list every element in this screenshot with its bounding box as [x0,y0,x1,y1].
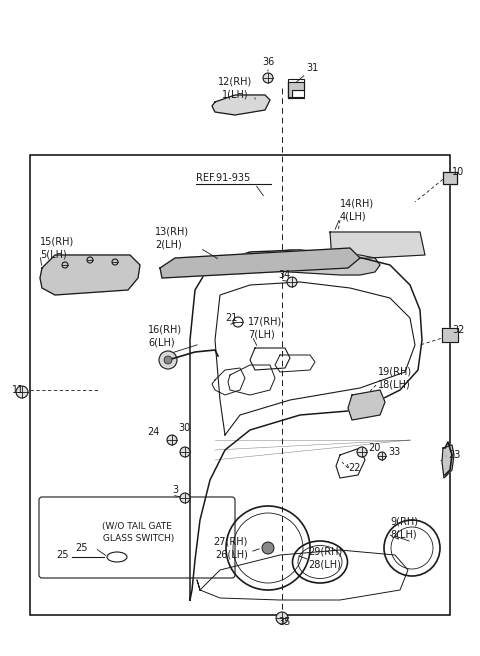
Text: 16(RH)
6(LH): 16(RH) 6(LH) [148,325,182,347]
Text: 27(RH)
26(LH): 27(RH) 26(LH) [214,537,248,559]
Circle shape [159,351,177,369]
Polygon shape [195,250,380,275]
Text: 21: 21 [225,313,238,323]
Polygon shape [330,232,425,260]
Circle shape [16,386,28,398]
Text: 10: 10 [452,167,464,177]
Bar [30,155,450,615]
Text: 32: 32 [452,325,464,335]
Text: 9(RH)
8(LH): 9(RH) 8(LH) [390,517,418,539]
Polygon shape [442,328,458,342]
Polygon shape [212,95,270,115]
Text: 13(RH)
2(LH): 13(RH) 2(LH) [155,227,189,249]
Text: 14(RH)
4(LH): 14(RH) 4(LH) [340,199,374,221]
Bar [443,172,457,184]
Text: 17(RH)
7(LH): 17(RH) 7(LH) [248,317,282,339]
Text: 22: 22 [348,463,360,473]
Text: 12(RH)
1(LH): 12(RH) 1(LH) [218,77,252,99]
Text: REF.91-935: REF.91-935 [196,173,250,183]
Polygon shape [443,172,457,184]
Circle shape [378,452,386,460]
Circle shape [357,447,367,457]
Text: 24: 24 [148,427,160,437]
Polygon shape [288,82,304,98]
Text: 30: 30 [178,423,190,433]
Circle shape [262,542,274,554]
Text: 15(RH)
5(LH): 15(RH) 5(LH) [40,237,74,259]
Text: 25: 25 [56,550,69,560]
Text: 23: 23 [448,450,460,460]
Text: (W/O TAIL GATE
 GLASS SWITCH): (W/O TAIL GATE GLASS SWITCH) [100,522,174,543]
Circle shape [180,493,190,503]
Text: 19(RH)
18(LH): 19(RH) 18(LH) [378,367,412,389]
Circle shape [276,612,288,624]
Bar [288,79,304,97]
Text: 29(RH)
28(LH): 29(RH) 28(LH) [308,547,342,569]
Text: 36: 36 [262,57,274,67]
Text: 11: 11 [12,385,24,395]
Circle shape [287,277,297,287]
Circle shape [263,73,273,83]
Text: 31: 31 [306,63,318,73]
Polygon shape [348,390,385,420]
Circle shape [164,356,172,364]
Text: 25: 25 [75,543,87,553]
Text: 34: 34 [278,270,290,280]
Text: 35: 35 [278,617,290,627]
Polygon shape [160,248,360,278]
Circle shape [167,435,177,445]
Text: 20: 20 [368,443,380,453]
Text: 33: 33 [388,447,400,457]
Circle shape [180,447,190,457]
Polygon shape [442,445,454,478]
Text: 3: 3 [172,485,178,495]
Polygon shape [40,255,140,295]
